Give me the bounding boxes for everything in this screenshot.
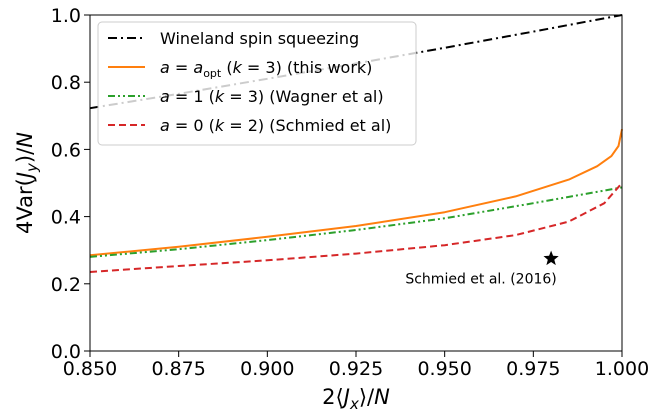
y-tick-label: 0.8	[51, 72, 81, 94]
annotation-label-0: Schmied et al. (2016)	[405, 272, 556, 288]
x-tick-label: 0.900	[240, 358, 294, 380]
annotations: Schmied et al. (2016)	[405, 250, 559, 288]
x-tick-label: 0.950	[417, 358, 471, 380]
x-tick-label: 0.925	[329, 358, 383, 380]
x-tick-label: 0.875	[151, 358, 205, 380]
legend-label-a1: a = 1 (k = 3) (Wagner et al)	[160, 87, 384, 106]
x-tick-label: 0.850	[63, 358, 117, 380]
y-tick-label: 0.4	[51, 207, 81, 229]
x-axis-ticks: 0.850 0.875 0.900 0.925 0.950 0.975 1.000	[63, 351, 649, 380]
legend-label-wineland: Wineland spin squeezing	[160, 29, 359, 48]
y-tick-label: 0.6	[51, 139, 81, 161]
legend-label-aopt: a = aopt (k = 3) (this work)	[160, 58, 372, 80]
y-axis-label: 4Var(Jy)/N	[13, 132, 41, 234]
y-tick-label: 1.0	[51, 5, 81, 27]
legend: Wineland spin squeezing a = aopt (k = 3)…	[97, 21, 417, 146]
y-axis-ticks: 0.0 0.2 0.4 0.6 0.8 1.0	[51, 5, 90, 363]
x-tick-label: 1.000	[595, 358, 649, 380]
series-line-3	[89, 182, 623, 273]
legend-box	[97, 21, 417, 146]
annotation-star-marker	[543, 250, 559, 266]
x-tick-label: 0.975	[506, 358, 560, 380]
legend-label-a0: a = 0 (k = 2) (Schmied et al)	[160, 116, 391, 135]
y-tick-label: 0.2	[51, 274, 81, 296]
series-line-2	[89, 186, 623, 258]
y-tick-label: 0.0	[51, 341, 81, 363]
x-axis-label: 2⟨Jx⟩/N	[322, 385, 390, 411]
series-line-1	[89, 128, 623, 257]
